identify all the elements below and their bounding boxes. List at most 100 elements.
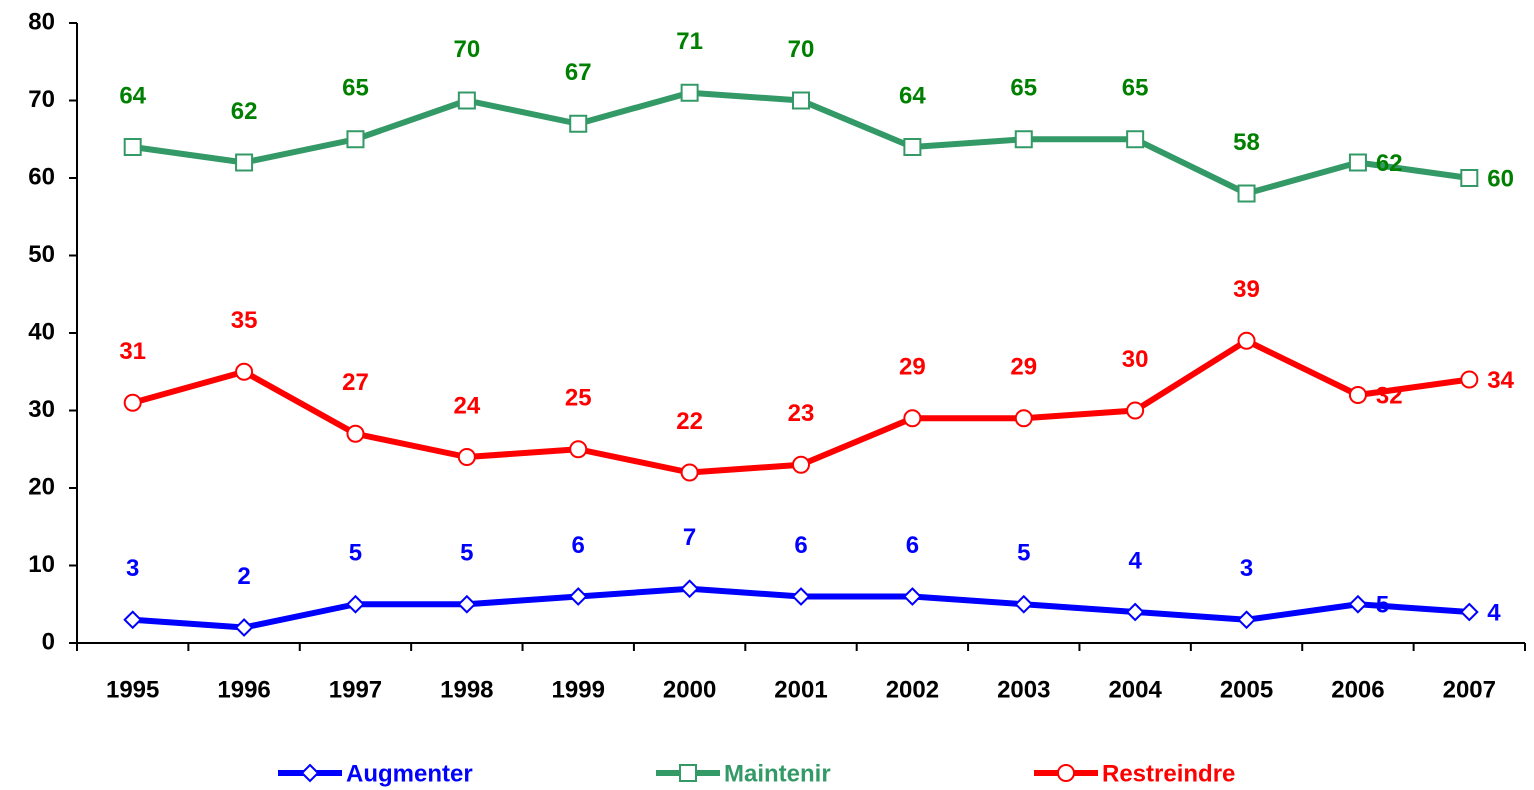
marker [902,587,922,606]
data-label: 23 [788,400,815,427]
legend-label: Restreindre [1102,760,1235,787]
data-label: 25 [565,385,592,412]
data-label: 24 [453,392,480,419]
data-label: 5 [460,540,473,567]
data-label: 5 [349,540,362,567]
legend-marker [679,764,697,782]
x-tick-label: 2001 [774,676,827,703]
x-tick-label: 1996 [217,676,270,703]
legend-marker [300,763,320,783]
data-label: 70 [453,36,480,63]
y-tick-label: 30 [28,396,55,423]
marker [1014,594,1034,614]
marker [1237,184,1256,203]
data-label: 71 [676,28,703,55]
data-label: 67 [565,59,592,86]
data-label: 27 [342,369,369,396]
x-tick-label: 1997 [329,676,382,703]
marker [1460,370,1479,389]
data-label: 34 [1487,367,1514,394]
marker [903,409,922,428]
data-label: 70 [788,36,815,63]
data-label: 62 [231,98,258,125]
data-label: 29 [1010,354,1037,381]
data-label: 31 [119,338,146,365]
y-tick-label: 80 [28,8,55,35]
marker [457,594,477,614]
data-label: 5 [1017,540,1030,567]
marker [1348,594,1368,614]
x-tick-label: 2003 [997,676,1050,703]
marker [457,91,476,110]
y-tick-label: 10 [28,551,55,578]
data-label: 32 [1376,382,1403,409]
marker [123,610,143,630]
data-label: 3 [1240,555,1253,582]
x-tick-label: 2004 [1108,676,1162,703]
marker [346,130,365,149]
marker [680,83,699,102]
marker [1125,602,1145,622]
x-tick-label: 1995 [106,676,159,703]
x-tick-label: 2007 [1443,676,1496,703]
y-tick-label: 60 [28,163,55,190]
marker [791,587,811,606]
marker [235,362,254,381]
marker [1237,331,1256,350]
data-label: 62 [1376,150,1403,177]
y-tick-label: 0 [42,628,55,655]
marker [346,424,365,443]
marker [1460,169,1479,187]
data-label: 3 [126,555,139,582]
data-label: 58 [1233,129,1260,156]
data-label: 6 [572,532,585,559]
legend-label: Augmenter [346,760,473,787]
marker [792,455,810,474]
marker [1459,602,1479,622]
marker [234,618,254,637]
data-label: 64 [899,82,926,109]
marker [792,91,810,110]
marker [903,138,922,156]
marker [569,440,588,459]
marker [1014,130,1033,149]
data-label: 65 [1010,75,1037,102]
data-label: 65 [342,75,369,102]
marker [346,594,365,614]
marker [569,114,588,133]
marker [680,463,699,482]
marker [568,587,588,606]
marker [680,579,700,599]
x-tick-label: 1999 [552,676,605,703]
y-tick-label: 70 [28,86,55,113]
legend-marker [1057,764,1075,782]
data-label: 39 [1233,276,1260,303]
marker [235,153,254,172]
data-label: 30 [1122,346,1149,373]
y-tick-label: 40 [28,318,55,345]
marker [1014,409,1033,428]
x-tick-label: 2006 [1331,676,1384,703]
data-label: 29 [899,354,926,381]
data-label: 60 [1487,165,1514,192]
x-tick-label: 1998 [440,676,493,703]
x-tick-label: 2002 [886,676,939,703]
data-label: 6 [906,532,919,559]
marker [1126,401,1145,420]
marker [1126,130,1145,149]
marker [123,393,142,412]
data-label: 35 [231,307,258,334]
data-label: 5 [1376,592,1389,619]
data-label: 7 [683,524,696,551]
data-label: 4 [1487,599,1501,626]
data-label: 2 [237,563,250,590]
marker [1348,386,1367,404]
marker [457,448,476,466]
marker [1348,153,1367,172]
y-tick-label: 50 [28,241,55,268]
marker [1237,610,1256,630]
legend-label: Maintenir [724,760,831,787]
marker [123,138,142,156]
x-tick-label: 2005 [1220,676,1273,703]
